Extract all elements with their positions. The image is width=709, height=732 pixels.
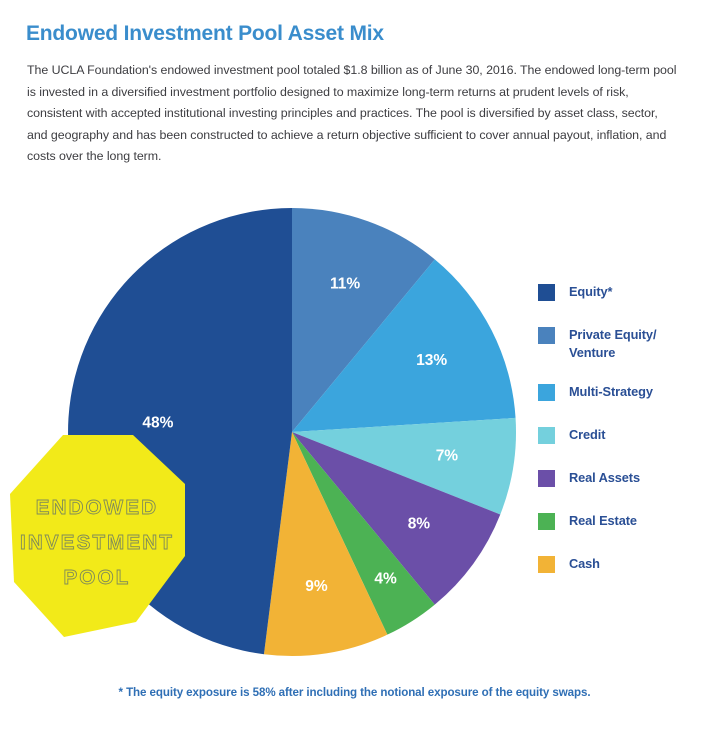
legend-item-label: Real Assets bbox=[569, 470, 640, 485]
pie-slice[interactable] bbox=[292, 259, 516, 432]
legend-item[interactable]: Real Estate bbox=[538, 512, 708, 530]
badge-line-1: ENDOWED bbox=[36, 496, 158, 519]
footnote: * The equity exposure is 58% after inclu… bbox=[118, 686, 591, 699]
pie-slice-value-label: 13% bbox=[416, 352, 447, 369]
pie-slice-value-label: 4% bbox=[374, 571, 397, 588]
legend-item[interactable]: Credit bbox=[538, 426, 708, 444]
legend-item-label: Credit bbox=[569, 427, 606, 442]
endowed-investment-pool-badge: ENDOWED INVESTMENT POOL bbox=[10, 435, 185, 637]
pie-slice[interactable] bbox=[292, 432, 435, 635]
badge-line-3: POOL bbox=[64, 566, 131, 589]
pie-slice[interactable] bbox=[263, 432, 388, 656]
legend-item[interactable]: Cash bbox=[538, 555, 708, 573]
legend-item[interactable]: Equity* bbox=[538, 283, 708, 301]
legend-swatch-icon bbox=[538, 470, 555, 487]
chart-area: 11% 13% 7% 8% 4% 9% 48% ENDOWED INVESTMENT POO… bbox=[0, 180, 709, 660]
pie-slice[interactable] bbox=[292, 208, 435, 432]
page-title: Endowed Investment Pool Asset Mix bbox=[26, 22, 384, 46]
legend-item-label: Multi-Strategy bbox=[569, 384, 653, 399]
legend-swatch-icon bbox=[538, 384, 555, 401]
pie-slice[interactable] bbox=[292, 417, 517, 515]
legend-item-label: Equity* bbox=[569, 284, 613, 299]
legend-item[interactable]: Multi-Strategy bbox=[538, 383, 708, 401]
legend-swatch-icon bbox=[538, 556, 555, 573]
legend-swatch-icon bbox=[538, 284, 555, 301]
pie-slice-value-label: 8% bbox=[408, 515, 431, 532]
pie-slice-value-label: 9% bbox=[305, 578, 328, 595]
legend-item-label: Real Estate bbox=[569, 513, 637, 528]
legend-item-label: Private Equity/Venture bbox=[569, 327, 657, 360]
badge-octagon-shape bbox=[10, 435, 185, 637]
pie-slice-value-label: 11% bbox=[330, 276, 360, 293]
pie-slice-value-label: 48% bbox=[142, 415, 173, 432]
legend-item-label: Cash bbox=[569, 556, 600, 571]
legend-item[interactable]: Private Equity/Venture bbox=[538, 326, 708, 361]
legend-swatch-icon bbox=[538, 513, 555, 530]
legend-swatch-icon bbox=[538, 327, 555, 344]
badge-line-2: INVESTMENT bbox=[20, 531, 174, 554]
pie-label-group: 11% 13% 7% 8% 4% 9% 48% bbox=[142, 276, 458, 595]
legend-item[interactable]: Real Assets bbox=[538, 469, 708, 487]
legend-swatch-icon bbox=[538, 427, 555, 444]
pie-slice-value-label: 7% bbox=[436, 448, 459, 465]
intro-paragraph: The UCLA Foundation's endowed investment… bbox=[27, 63, 677, 164]
pie-slice[interactable] bbox=[292, 432, 501, 605]
chart-legend: Equity* Private Equity/Venture Multi-Strat… bbox=[538, 283, 708, 598]
